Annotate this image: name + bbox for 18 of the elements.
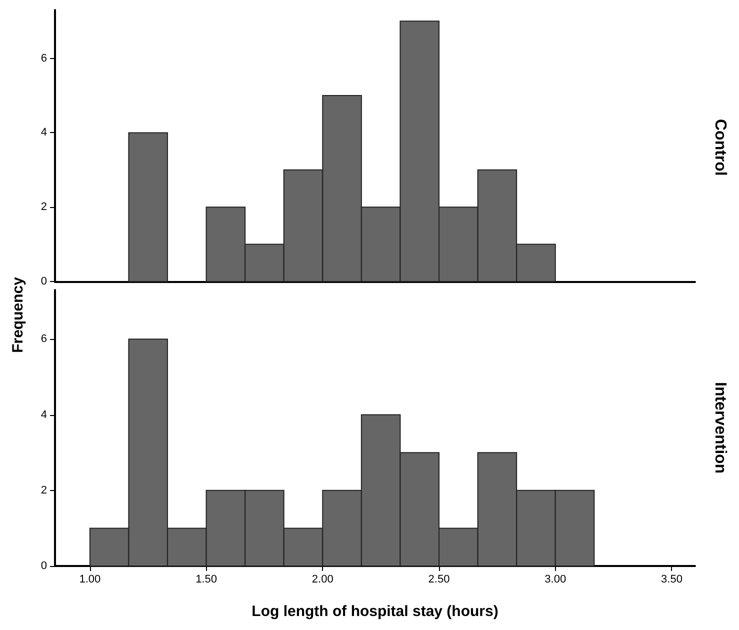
y-tick-label: 4: [40, 408, 47, 421]
x-axis-title: Log length of hospital stay (hours): [252, 603, 498, 620]
x-tick-label: 2.50: [428, 574, 450, 586]
x-tick-label: 1.50: [196, 574, 217, 586]
y-tick-label: 2: [40, 484, 47, 496]
y-tick-label: 0: [40, 276, 47, 288]
y-tick-label: 2: [40, 201, 47, 214]
text: Intervention: [710, 382, 728, 474]
x-tick-label: 3.00: [544, 574, 566, 586]
y-axis-title: Frequency: [10, 277, 26, 353]
y-tick-label: 6: [40, 52, 47, 64]
x-tick-label: 2.00: [312, 574, 334, 586]
x-tick-label: 3.50: [661, 574, 682, 586]
x-tick-label: 1.00: [79, 574, 101, 586]
text: Control: [710, 118, 728, 176]
y-tick-label: 4: [40, 126, 47, 139]
y-tick-label: 6: [40, 333, 47, 346]
y-tick-label: 0: [40, 560, 47, 572]
